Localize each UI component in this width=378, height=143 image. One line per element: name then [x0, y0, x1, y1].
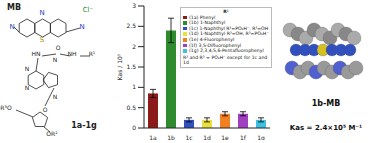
svg-text:N: N: [53, 56, 58, 63]
svg-text:1f: 1f: [240, 134, 247, 140]
html-text:R² and R³ = PO₃H⁻ except for 1: R² and R³ = PO₃H⁻ except for 1c and 1d: [183, 54, 268, 66]
svg-text:2: 2: [132, 43, 136, 50]
svg-text:O: O: [43, 106, 48, 113]
svg-text:S: S: [40, 36, 45, 44]
svg-text:Kas = 2.4×10⁵ M⁻¹: Kas = 2.4×10⁵ M⁻¹: [290, 124, 362, 132]
svg-text:1b: 1b: [167, 134, 175, 140]
html-text:(1g) 2,3,4,5,6-Pentafluorophen: (1g) 2,3,4,5,6-Pentafluorophenyl: [189, 48, 264, 54]
svg-text:0.5: 0.5: [126, 104, 136, 111]
svg-text:1.5: 1.5: [126, 63, 136, 70]
svg-text:1d: 1d: [203, 134, 211, 140]
svg-text:2.5: 2.5: [126, 22, 136, 29]
html-text:(1a) Phenyl: (1a) Phenyl: [189, 14, 216, 20]
svg-text:NH: NH: [68, 50, 77, 57]
svg-text:1a: 1a: [149, 134, 157, 140]
svg-text:MB: MB: [8, 3, 21, 12]
svg-text:3: 3: [132, 2, 136, 9]
svg-text:HN: HN: [32, 50, 41, 57]
svg-text:Cl⁻: Cl⁻: [83, 6, 94, 14]
html-text:(1d) 1-Naphthyl R²=OH, R³=PO₃H: (1d) 1-Naphthyl R²=OH, R³=PO₃H⁻: [189, 31, 269, 37]
svg-text:N: N: [25, 65, 30, 72]
svg-text:1: 1: [132, 83, 136, 90]
svg-text:N: N: [25, 84, 30, 91]
svg-text:1c: 1c: [185, 134, 192, 140]
svg-text:N: N: [39, 9, 44, 17]
html-text:(1f) 3,5-Difluorophenyl: (1f) 3,5-Difluorophenyl: [189, 42, 242, 48]
html-text:R¹: R¹: [223, 9, 229, 14]
svg-text:N: N: [53, 93, 58, 100]
svg-text:O: O: [56, 44, 61, 51]
svg-text:R³O: R³O: [8, 104, 12, 111]
svg-text:OR²: OR²: [46, 130, 58, 137]
svg-text:0: 0: [132, 124, 136, 131]
svg-text:N: N: [79, 23, 84, 31]
html-text:(1c) 1-Naphthyl R²=PO₃H⁻, R³=O: (1c) 1-Naphthyl R²=PO₃H⁻, R³=OH: [189, 25, 269, 31]
svg-text:1g: 1g: [257, 134, 265, 140]
html-text:(1e) 4-Fluorophenyl: (1e) 4-Fluorophenyl: [189, 37, 235, 42]
svg-text:N: N: [9, 23, 14, 31]
svg-text:1e: 1e: [221, 134, 229, 140]
svg-text:1b-MB: 1b-MB: [312, 99, 341, 108]
svg-text:Kas / 10⁵: Kas / 10⁵: [116, 53, 123, 80]
html-text:(1b) 1-Naphthyl: (1b) 1-Naphthyl: [189, 20, 226, 26]
svg-text:1a-1g: 1a-1g: [71, 121, 97, 130]
svg-text:R¹: R¹: [89, 50, 96, 57]
